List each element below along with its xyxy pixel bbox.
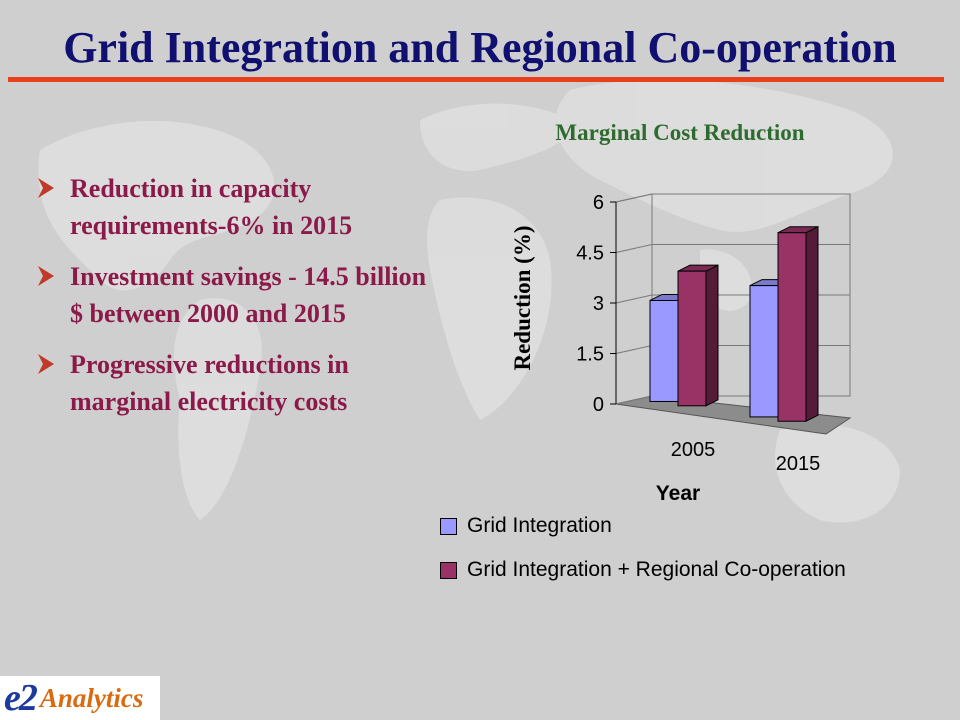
- x-tick-label: 2005: [671, 439, 716, 461]
- arrow-bullet-icon: [38, 266, 54, 286]
- company-logo: e2 Analytics: [0, 676, 160, 720]
- x-tick-label: 2015: [776, 453, 821, 475]
- slide-title: Grid Integration and Regional Co-operati…: [63, 23, 897, 72]
- chart-bars: [649, 225, 819, 423]
- bar: [677, 270, 707, 407]
- chart-labels: Reduction (%) Year 0 1.5 3 4.5 6 2005 2015: [510, 192, 820, 505]
- gridline-diagonal: [615, 294, 653, 304]
- y-tick-label: 4.5: [576, 243, 604, 265]
- arrow-bullet-icon: [38, 178, 54, 198]
- y-axis-label: Reduction (%): [510, 225, 535, 370]
- title-underline: [8, 77, 944, 82]
- logo-text: Analytics: [39, 682, 144, 713]
- legend-item: Grid Integration: [440, 512, 846, 540]
- bullet-text: Reduction in capacity requirements-6% in…: [70, 174, 353, 240]
- y-tick-label: 1.5: [576, 344, 604, 366]
- y-tick-label: 6: [593, 192, 604, 214]
- gridline-diagonal: [615, 345, 653, 354]
- chart-title: Marginal Cost Reduction: [555, 120, 805, 145]
- gridline-diagonal: [615, 244, 653, 253]
- bullet-list: Reduction in capacity requirements-6% in…: [36, 170, 436, 434]
- bar: [777, 232, 807, 422]
- chart-legend: Grid Integration Grid Integration + Regi…: [440, 512, 846, 600]
- logo-mark: e2: [4, 677, 38, 719]
- bar: [649, 299, 679, 402]
- legend-label: Grid Integration: [467, 514, 612, 537]
- legend-item: Grid Integration + Regional Co-operation: [440, 556, 846, 584]
- legend-label: Grid Integration + Regional Co-operation: [467, 558, 846, 581]
- bar-side: [805, 225, 819, 423]
- bar-side: [705, 264, 719, 407]
- bullet-text: Investment savings - 14.5 billion $ betw…: [70, 262, 427, 328]
- bar: [749, 285, 779, 418]
- bullet-item: Investment savings - 14.5 billion $ betw…: [36, 258, 436, 332]
- legend-swatch: [440, 517, 457, 535]
- y-tick-label: 0: [593, 394, 604, 416]
- bullet-item: Progressive reductions in marginal elect…: [36, 346, 436, 420]
- x-axis-label: Year: [656, 482, 700, 505]
- legend-swatch: [440, 561, 457, 579]
- gridline-diagonal: [615, 193, 653, 203]
- bullet-item: Reduction in capacity requirements-6% in…: [36, 170, 436, 244]
- y-tick-label: 3: [593, 293, 604, 315]
- bullet-text: Progressive reductions in marginal elect…: [70, 350, 349, 416]
- gridline-diagonal: [615, 395, 653, 405]
- arrow-bullet-icon: [38, 354, 54, 374]
